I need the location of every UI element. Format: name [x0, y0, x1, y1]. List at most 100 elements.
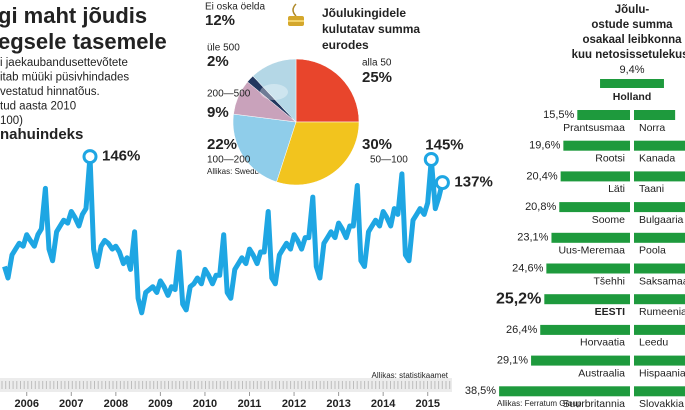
- pie-slice: [295, 58, 360, 123]
- bar-category: Slovakkia: [639, 398, 684, 410]
- cap-shine: [288, 20, 304, 22]
- bar-category: Läti: [608, 183, 625, 195]
- bar: [551, 232, 630, 243]
- slice-label: alla 50: [362, 58, 392, 69]
- bar: [634, 386, 685, 397]
- bar-value: 15,5%: [543, 109, 574, 121]
- pie-shine: [260, 84, 288, 100]
- annotation-dot: [434, 175, 450, 191]
- pie-slice: [252, 58, 297, 123]
- x-tick-label: 2010: [193, 398, 217, 410]
- pie-title: eurodes: [322, 38, 369, 52]
- bar-title: ostude summa: [591, 19, 673, 31]
- bar: [634, 263, 685, 274]
- x-tick-label: 2013: [326, 398, 350, 410]
- hook: [292, 3, 297, 17]
- bar-category: Poola: [639, 245, 666, 257]
- series-label: nahuindeks: [0, 126, 83, 143]
- bar: [540, 324, 630, 335]
- bar-title: osakaal leibkonna: [582, 34, 682, 46]
- bar: [634, 355, 685, 366]
- subtitle: itab müüki püsivhindades: [0, 72, 129, 84]
- bar: [499, 386, 630, 397]
- bar: [634, 110, 676, 120]
- x-tick-label: 2015: [415, 398, 439, 410]
- bar-category: EESTI: [595, 306, 625, 318]
- subtitle: i jaekaubandusettevõtete: [0, 57, 128, 69]
- slice-label: 200—500: [207, 89, 251, 100]
- slice-value: 9%: [207, 104, 229, 121]
- slice-value: 12%: [205, 12, 235, 29]
- bar-value: 25,2%: [496, 290, 541, 307]
- bar: [634, 294, 685, 305]
- bar-title: kuu netosissetulekust: [572, 49, 685, 61]
- bar-category: Norra: [639, 122, 665, 134]
- pie-slice: [232, 113, 297, 183]
- x-tick-label: 2008: [104, 398, 128, 410]
- slice-label: 50—100: [370, 155, 408, 166]
- bar-category: Suurbritannia: [563, 398, 626, 410]
- x-tick-label: 2007: [59, 398, 83, 410]
- pie-slice: [276, 121, 360, 186]
- bar-value: 20,8%: [525, 201, 556, 213]
- bar-value: 24,6%: [512, 262, 543, 274]
- bar-category: Taani: [639, 183, 664, 195]
- bar-category: Horvaatia: [580, 337, 625, 349]
- bar-category: Hispaania: [639, 367, 685, 379]
- bar: [577, 110, 630, 120]
- bar-category: Tšehhi: [593, 275, 625, 287]
- bar-value: 29,1%: [497, 355, 528, 367]
- bar: [600, 79, 664, 88]
- x-tick-label: 2006: [14, 398, 38, 410]
- annotation: 145%: [425, 136, 463, 153]
- headline: egsele tasemele: [0, 29, 167, 54]
- slice-value: 2%: [207, 53, 229, 70]
- slice-label: üle 500: [207, 43, 240, 54]
- bar-value: 9,4%: [619, 64, 644, 76]
- bar: [634, 171, 685, 182]
- subtitle: vestatud hinnatõus.: [0, 86, 100, 98]
- x-tick-label: 2009: [148, 398, 172, 410]
- bar-category: Soome: [592, 214, 625, 226]
- ornament-cap: [288, 3, 304, 26]
- bar-category: Kanada: [639, 152, 675, 164]
- bar-title: Jõulu-: [615, 4, 650, 16]
- pie-title: Jõulukingidele: [322, 6, 406, 20]
- source: Allikas: statistikaamet: [372, 371, 449, 380]
- bar-category: Leedu: [639, 337, 668, 349]
- bar-category: Uus-Meremaa: [558, 245, 625, 257]
- annotation-dot: [423, 151, 439, 167]
- bar: [634, 232, 685, 243]
- slice-label: 100—200: [207, 155, 251, 166]
- source: Allikas: Swedbank: [207, 167, 273, 176]
- bar-value: 38,5%: [465, 385, 496, 397]
- x-tick-label: 2014: [371, 398, 396, 410]
- bar: [560, 171, 630, 182]
- bar-category: Holland: [613, 91, 652, 103]
- slice-value: 25%: [362, 69, 392, 86]
- index-line: [2, 154, 445, 316]
- bar-category: Austraalia: [578, 367, 625, 379]
- bar: [531, 355, 630, 366]
- bar: [546, 263, 630, 274]
- subtitle: tud aasta 2010: [0, 101, 76, 113]
- bar: [634, 140, 685, 151]
- bar-category: Rumeenia: [639, 306, 685, 318]
- bar-value: 26,4%: [506, 324, 537, 336]
- x-tick-label: 2012: [282, 398, 306, 410]
- bar: [563, 140, 630, 151]
- subtitle: 100): [0, 115, 23, 127]
- bar-value: 19,6%: [529, 140, 560, 152]
- annotation-dot: [82, 149, 98, 165]
- bar-category: Rootsi: [595, 152, 625, 164]
- source: Allikas: Ferratum Group: [497, 399, 582, 408]
- slice-label: Ei oska öelda: [205, 2, 265, 13]
- annotation: 146%: [102, 148, 140, 165]
- bar-value: 23,1%: [517, 232, 548, 244]
- pie-title: kulutatav summa: [322, 22, 420, 36]
- x-tick-label: 2011: [238, 398, 262, 410]
- headline: gi maht jõudis: [0, 3, 147, 28]
- annotation: 137%: [454, 174, 492, 191]
- bar-category: Saksamaa: [639, 275, 685, 287]
